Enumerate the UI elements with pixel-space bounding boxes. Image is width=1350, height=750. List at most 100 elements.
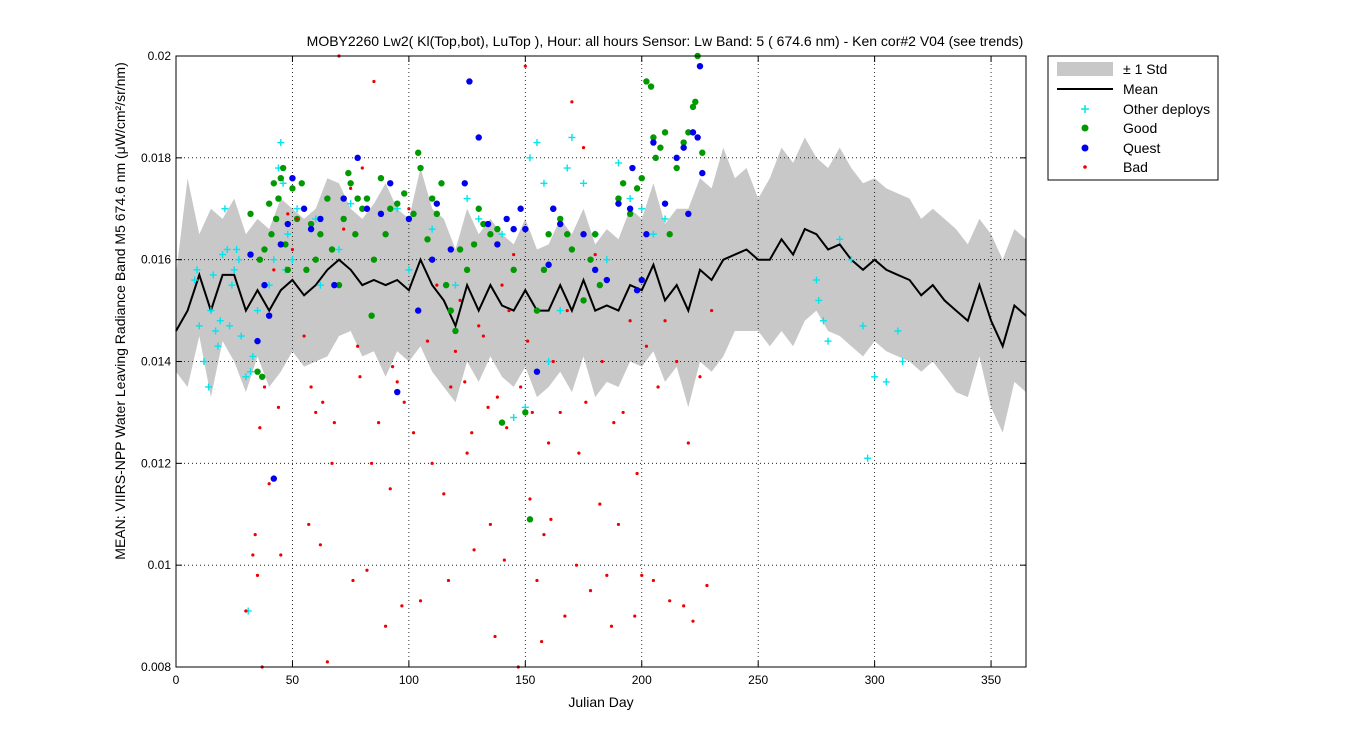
quest-point [307,225,315,233]
bad-point [500,283,504,287]
other-deploys-point [463,195,471,203]
legend: ± 1 Std Mean Other deploys Good Quest Ba… [1047,55,1219,181]
good-point [312,256,319,263]
other-deploys-point [847,256,855,264]
other-deploys-point [216,317,224,325]
bad-point [502,558,506,562]
other-deploys-point [235,256,243,264]
bad-point [330,461,334,465]
quest-point [533,368,541,375]
other-deploys-point [498,230,506,238]
good-point [354,195,361,202]
bad-point [493,634,497,639]
bad-point [710,308,714,313]
good-point [626,210,634,218]
good-point [564,231,571,238]
good-point [657,144,664,151]
bad-point [453,349,458,353]
good-point [447,307,454,314]
good-point [526,516,534,523]
bad-point [481,334,485,338]
other-deploys-point [209,271,217,279]
markers [191,52,907,669]
y-tick-label: 0.016 [141,253,171,267]
legend-label-bad: Bad [1123,159,1148,175]
other-deploys-point [335,245,343,253]
bad-point [418,599,423,603]
bad-point [644,344,649,348]
legend-label-std: ± 1 Std [1123,61,1167,77]
bad-point [360,166,364,170]
other-deploys-point [228,281,236,289]
good-point [438,180,445,187]
bad-point [605,573,609,577]
bad-point [656,385,660,389]
other-deploys-point [475,215,483,223]
good-point [417,164,424,172]
bad-point [272,268,276,272]
quest-point [405,215,413,223]
bad-point [342,227,346,231]
good-point [352,231,359,238]
bad-point [470,431,474,435]
good-point [345,169,352,177]
bad-point [621,410,625,415]
other-deploys-point [200,358,208,365]
y-tick-label: 0.018 [141,151,171,165]
other-deploys-point [894,327,902,335]
bad-point [472,548,476,552]
good-point [410,210,417,218]
bad-point [388,487,392,491]
bad-point [395,380,399,384]
bad-point [358,375,362,379]
good-point [498,419,506,426]
other-deploys-point [270,256,278,264]
quest-point [447,246,454,253]
good-point [275,195,282,202]
quest-point [626,205,634,212]
good-point [363,195,371,202]
bad-point [332,421,336,425]
other-deploys-point [824,337,832,345]
quest-point [484,220,492,228]
quest-point [522,225,529,233]
other-deploys-point [193,266,201,274]
quest-point [694,134,701,141]
bad-point [565,308,569,313]
other-deploys-point [864,454,872,462]
bad-point [668,599,672,603]
bad-point [686,441,690,445]
bad-point [279,553,283,557]
other-deploys-point [859,322,867,330]
good-point [643,78,650,85]
good-point [557,215,564,223]
other-deploys-point [219,251,227,259]
bad-point [495,395,499,399]
other-deploys-point [899,358,907,365]
good-point [487,231,494,238]
good-point [652,154,659,162]
good-point [442,281,450,289]
bad-point [577,451,581,455]
x-tick-label: 300 [865,673,885,687]
other-deploys-point [614,159,622,167]
bad-point [407,207,411,211]
legend-bad-swatch [1083,165,1087,169]
good-point [424,236,431,243]
quest-point [247,251,254,258]
bad-point [267,482,271,486]
bad-point [244,609,248,613]
quest-point [591,266,599,274]
bad-point [262,385,267,389]
good-point [277,175,284,182]
good-point [359,205,366,212]
quest-point [603,276,611,284]
good-point [261,246,268,253]
bad-point [477,324,481,328]
good-point [335,281,343,289]
good-point [533,307,541,314]
y-tick-label: 0.02 [148,49,172,63]
bad-point [581,146,586,150]
bad-point [295,217,299,221]
quest-point [277,241,284,248]
